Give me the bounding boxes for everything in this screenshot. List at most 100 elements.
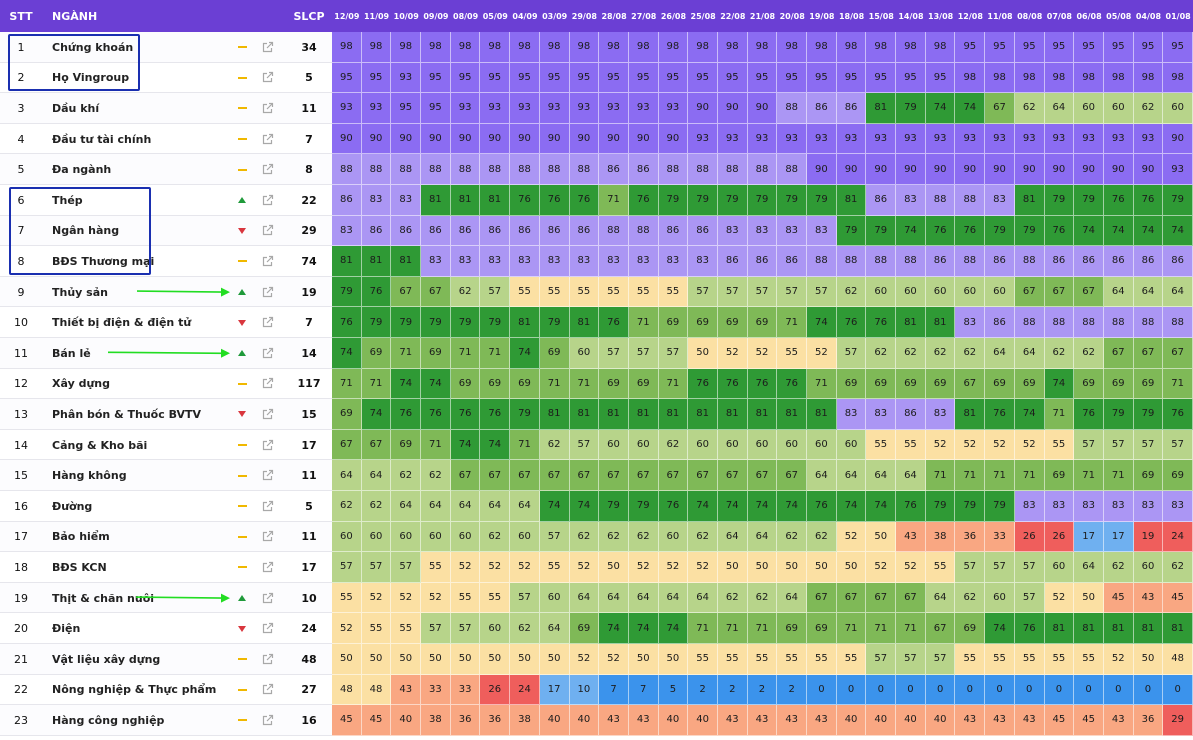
header-date[interactable]: 05/09 bbox=[480, 0, 511, 32]
score-cell: 60 bbox=[1163, 93, 1193, 124]
open-link-button[interactable] bbox=[254, 644, 280, 675]
header-date[interactable]: 25/08 bbox=[688, 0, 718, 32]
open-link-button[interactable] bbox=[254, 93, 280, 124]
table-row[interactable] bbox=[0, 154, 332, 185]
header-date[interactable]: 29/08 bbox=[569, 0, 600, 32]
sector-name[interactable]: Phân bón & Thuốc BVTV bbox=[52, 407, 202, 421]
open-link-button[interactable] bbox=[254, 185, 280, 216]
header-date[interactable]: 05/08 bbox=[1103, 0, 1134, 32]
open-link-button[interactable] bbox=[254, 460, 280, 491]
sector-name[interactable]: Đa ngành bbox=[52, 163, 112, 177]
open-link-button[interactable] bbox=[254, 675, 280, 706]
header-date[interactable]: 08/08 bbox=[1014, 0, 1045, 32]
table-row[interactable] bbox=[0, 491, 332, 522]
table-row[interactable] bbox=[0, 705, 332, 736]
open-link-button[interactable] bbox=[254, 552, 280, 583]
open-link-button[interactable] bbox=[254, 491, 280, 522]
sector-name[interactable]: Họ Vingroup bbox=[52, 71, 130, 85]
table-row[interactable] bbox=[0, 399, 332, 430]
header-date[interactable]: 12/08 bbox=[955, 0, 986, 32]
open-link-button[interactable] bbox=[254, 522, 280, 553]
sector-name[interactable]: Xây dựng bbox=[52, 377, 110, 391]
score-cell: 52 bbox=[421, 582, 451, 614]
table-row[interactable] bbox=[0, 32, 332, 63]
open-link-button[interactable] bbox=[254, 124, 280, 155]
open-link-button[interactable] bbox=[254, 338, 280, 369]
header-date[interactable]: 11/09 bbox=[361, 0, 392, 32]
header-date[interactable]: 04/09 bbox=[510, 0, 540, 32]
header-date[interactable]: 20/08 bbox=[777, 0, 808, 32]
header-date[interactable]: 04/08 bbox=[1133, 0, 1164, 32]
header-date[interactable]: 11/08 bbox=[985, 0, 1015, 32]
sector-name[interactable]: Bảo hiểm bbox=[52, 530, 110, 544]
sector-name[interactable]: Thiết bị điện & điện tử bbox=[52, 316, 192, 330]
score-cell: 88 bbox=[599, 215, 629, 247]
open-link-button[interactable] bbox=[254, 246, 280, 277]
header-date[interactable]: 21/08 bbox=[747, 0, 778, 32]
sector-name[interactable]: Thủy sản bbox=[52, 285, 108, 299]
open-link-button[interactable] bbox=[254, 399, 280, 430]
open-link-button[interactable] bbox=[254, 705, 280, 736]
table-row[interactable] bbox=[0, 613, 332, 644]
sector-name[interactable]: Chứng khoán bbox=[52, 40, 134, 54]
header-date[interactable]: 10/09 bbox=[391, 0, 422, 32]
header-date[interactable]: 26/08 bbox=[658, 0, 689, 32]
sector-name[interactable]: Thép bbox=[52, 193, 83, 207]
open-link-button[interactable] bbox=[254, 216, 280, 247]
table-row[interactable] bbox=[0, 429, 332, 461]
table-row[interactable] bbox=[0, 215, 332, 247]
header-date[interactable]: 13/08 bbox=[925, 0, 956, 32]
sector-name[interactable]: Đầu tư tài chính bbox=[52, 132, 152, 146]
table-row[interactable] bbox=[0, 460, 332, 491]
header-date[interactable]: 28/08 bbox=[599, 0, 629, 32]
open-link-button[interactable] bbox=[254, 583, 280, 614]
table-row[interactable] bbox=[0, 674, 332, 706]
table-row[interactable] bbox=[0, 521, 332, 553]
table-row[interactable] bbox=[0, 246, 332, 277]
table-row[interactable] bbox=[0, 368, 332, 400]
sector-name[interactable]: Thịt & chăn nuôi bbox=[52, 591, 155, 605]
score-cell: 95 bbox=[361, 62, 392, 94]
header-date[interactable]: 07/08 bbox=[1044, 0, 1075, 32]
sector-name[interactable]: Cảng & Kho bãi bbox=[52, 438, 148, 452]
header-date[interactable]: 06/08 bbox=[1074, 0, 1104, 32]
header-date[interactable]: 18/08 bbox=[836, 0, 867, 32]
sector-name[interactable]: Nông nghiệp & Thực phẩm bbox=[52, 683, 217, 697]
open-link-button[interactable] bbox=[254, 369, 280, 400]
sector-name[interactable]: Điện bbox=[52, 622, 81, 636]
table-row[interactable] bbox=[0, 644, 332, 675]
sector-name[interactable]: Ngân hàng bbox=[52, 224, 120, 238]
header-date[interactable]: 12/09 bbox=[332, 0, 362, 32]
open-link-button[interactable] bbox=[254, 613, 280, 644]
header-date[interactable]: 03/09 bbox=[539, 0, 570, 32]
sector-name[interactable]: Dầu khí bbox=[52, 101, 100, 115]
open-link-button[interactable] bbox=[254, 63, 280, 94]
open-link-button[interactable] bbox=[254, 277, 280, 308]
sector-name[interactable]: BĐS KCN bbox=[52, 560, 107, 574]
header-date[interactable]: 09/09 bbox=[421, 0, 451, 32]
header-date[interactable]: 01/08 bbox=[1163, 0, 1193, 32]
header-date[interactable]: 14/08 bbox=[896, 0, 926, 32]
sector-name[interactable]: Bán lẻ bbox=[52, 346, 91, 360]
open-link-button[interactable] bbox=[254, 430, 280, 461]
table-row[interactable] bbox=[0, 552, 332, 583]
sector-name[interactable]: Vật liệu xây dựng bbox=[52, 652, 161, 666]
header-date[interactable]: 15/08 bbox=[866, 0, 897, 32]
header-date[interactable]: 08/09 bbox=[450, 0, 481, 32]
table-row[interactable] bbox=[0, 307, 332, 338]
sector-name[interactable]: Hàng không bbox=[52, 469, 127, 483]
sector-name[interactable]: Đường bbox=[52, 499, 93, 513]
sector-name[interactable]: Hàng công nghiệp bbox=[52, 713, 165, 727]
table-row[interactable] bbox=[0, 62, 332, 94]
open-link-button[interactable] bbox=[254, 154, 280, 185]
sector-name[interactable]: BĐS Thương mại bbox=[52, 254, 155, 268]
open-link-button[interactable] bbox=[254, 32, 280, 63]
table-row[interactable] bbox=[0, 123, 332, 155]
header-date[interactable]: 27/08 bbox=[628, 0, 659, 32]
table-row[interactable] bbox=[0, 93, 332, 124]
open-link-button[interactable] bbox=[254, 307, 280, 338]
table-row[interactable] bbox=[0, 185, 332, 216]
header-date[interactable]: 19/08 bbox=[807, 0, 837, 32]
header-date[interactable]: 22/08 bbox=[717, 0, 748, 32]
score-cell: 50 bbox=[1133, 644, 1164, 675]
